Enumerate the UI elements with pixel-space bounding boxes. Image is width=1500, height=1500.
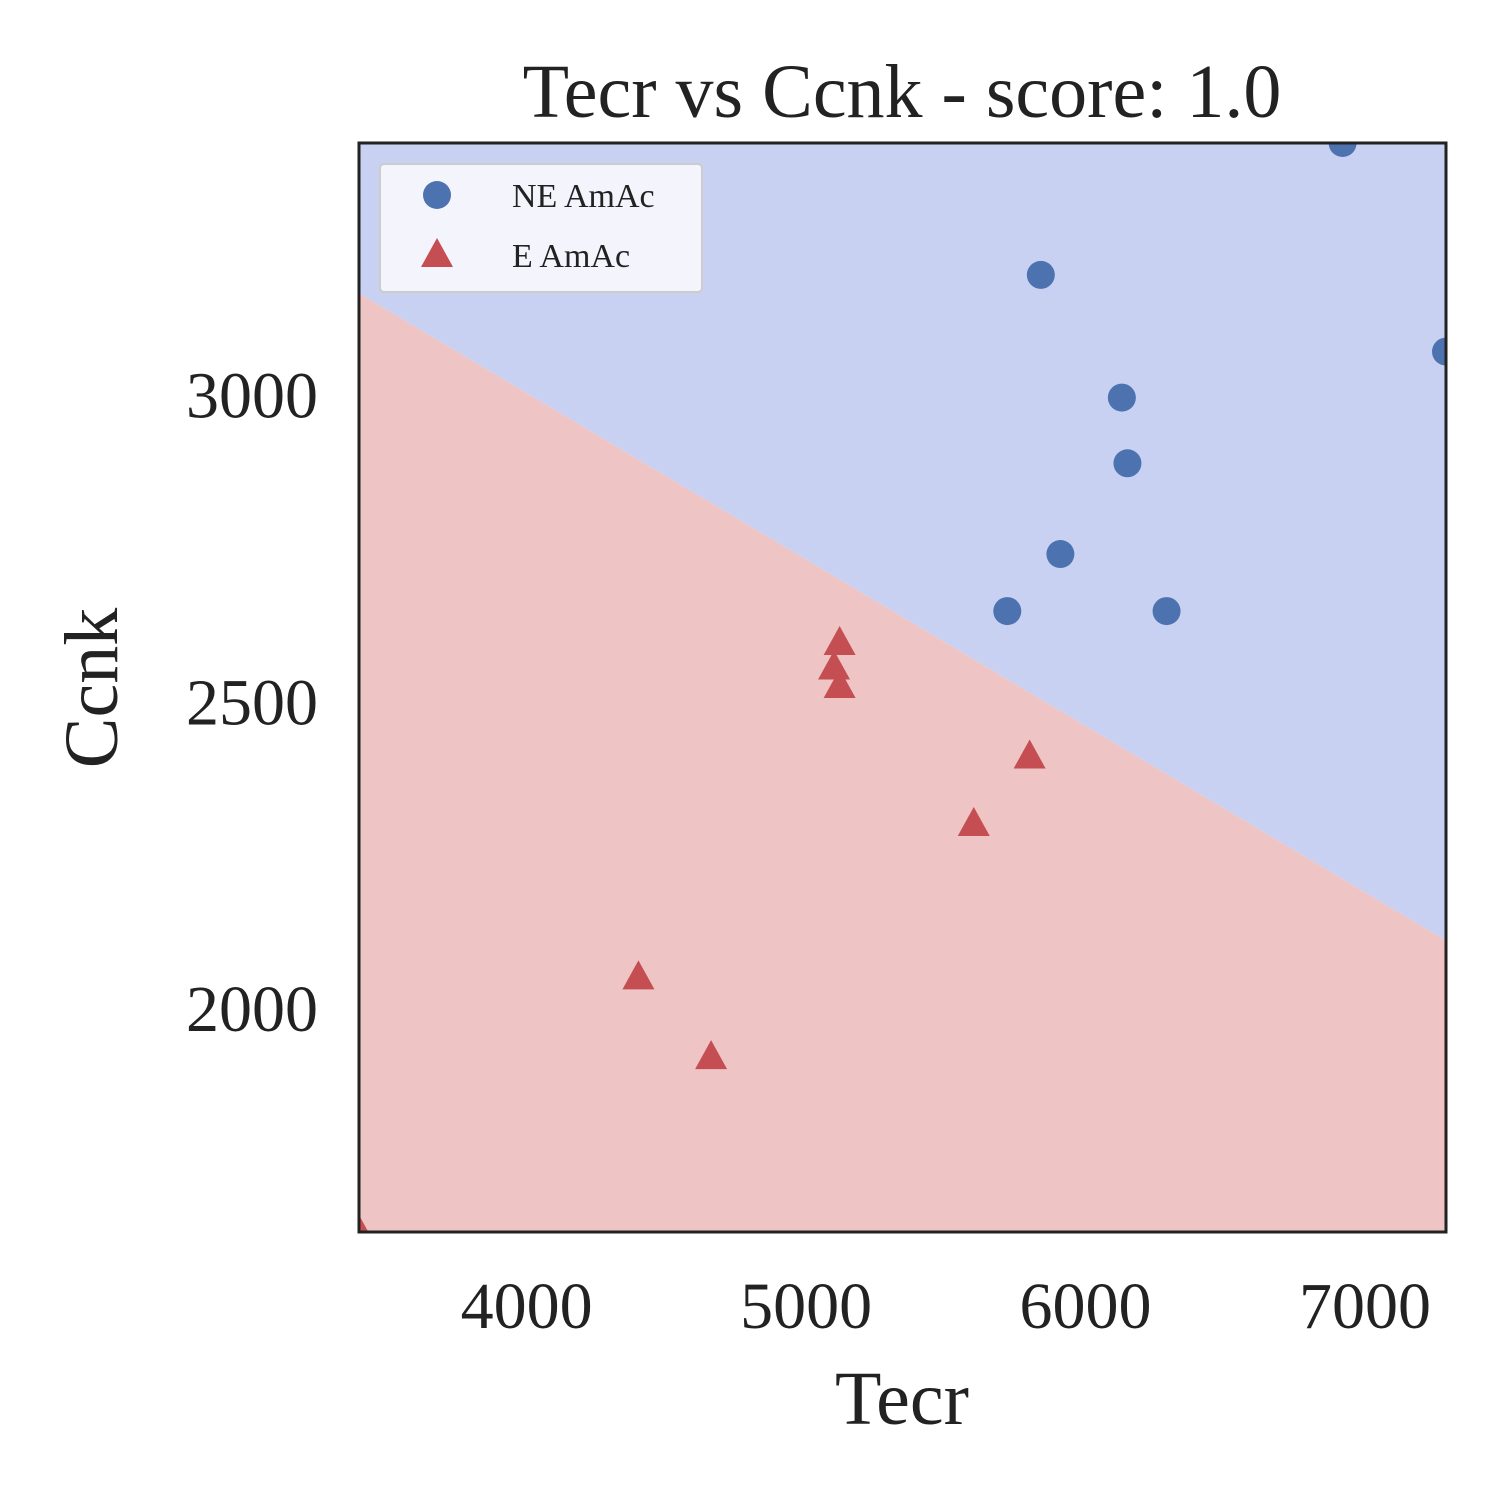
- ne-amac-point: [1113, 449, 1142, 478]
- legend-label-e-amac: E AmAc: [512, 238, 630, 275]
- x-axis-label: Tecr: [835, 1357, 969, 1441]
- ne-amac-point: [993, 597, 1022, 626]
- ne-amac-point: [1107, 383, 1136, 412]
- ne-amac-point: [1432, 337, 1446, 366]
- x-tick-label: 7000: [1299, 1270, 1431, 1343]
- legend-triangle-icon: [421, 238, 453, 267]
- e-amac-point: [695, 1040, 728, 1070]
- y-tick-label: 2000: [186, 973, 318, 1046]
- legend-label-ne-amac: NE AmAc: [512, 178, 655, 215]
- e-amac-region: [359, 293, 1446, 1232]
- y-axis-label: Ccnk: [50, 608, 134, 768]
- ne-amac-point: [1026, 260, 1055, 289]
- x-tick-label: 6000: [1020, 1270, 1152, 1343]
- data-markers: [359, 143, 1446, 1232]
- e-amac-point: [359, 1215, 369, 1232]
- legend: NE AmAc E AmAc: [379, 163, 703, 293]
- e-amac-point: [957, 807, 990, 837]
- ne-amac-region: [359, 143, 1446, 941]
- e-amac-point: [823, 668, 856, 698]
- plot-frame: [357, 141, 1448, 1234]
- ne-amac-point: [1328, 143, 1357, 157]
- y-axis-ticks: 2000 2500 3000: [186, 360, 318, 1047]
- e-amac-point: [823, 626, 856, 656]
- e-amac-point: [622, 960, 655, 990]
- x-tick-label: 4000: [461, 1270, 593, 1343]
- legend-circle-icon: [423, 181, 451, 209]
- chart-title: Tecr vs Ccnk - score: 1.0: [523, 50, 1282, 134]
- legend-box: [379, 163, 703, 293]
- y-tick-label: 3000: [186, 360, 318, 433]
- ne-amac-point: [1046, 540, 1075, 569]
- y-tick-label: 2500: [186, 666, 318, 739]
- decision-regions: [359, 143, 1446, 1232]
- x-tick-label: 5000: [740, 1270, 872, 1343]
- e-amac-point: [1013, 739, 1046, 769]
- ne-amac-point: [1152, 597, 1181, 626]
- e-amac-point: [818, 650, 851, 680]
- x-axis-ticks: 4000 5000 6000 7000: [461, 1270, 1431, 1343]
